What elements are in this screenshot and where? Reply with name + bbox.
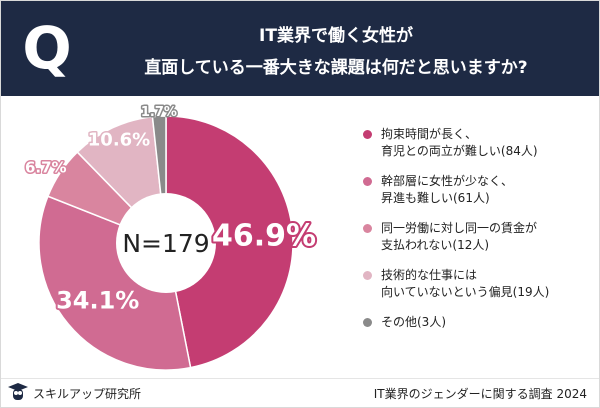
legend-swatch-icon xyxy=(363,271,372,280)
question-title-line-1: IT業界で働く女性が xyxy=(259,26,413,46)
legend-swatch-icon xyxy=(363,224,372,233)
footer-divider xyxy=(1,378,599,379)
legend-item: その他(3人) xyxy=(363,314,593,331)
legend-item: 技術的な仕事には向いていないという偏見(19人) xyxy=(363,267,593,301)
percent-label: 6.7% xyxy=(25,158,67,176)
percent-label: 1.7% xyxy=(141,105,177,120)
survey-footnote: IT業界のジェンダーに関する調査 2024 xyxy=(373,387,587,401)
percent-label: 34.1% xyxy=(56,287,139,315)
legend-label: 昇進も難しい(61人) xyxy=(381,191,490,205)
legend-label: 技術的な仕事には xyxy=(381,268,478,282)
percent-labels: 46.9% 34.1% 6.7% 10.6% 1.7% xyxy=(23,103,318,316)
legend-label: 育児との両立が難しい(84人) xyxy=(381,144,538,158)
question-title-line-2: 直面している一番大きな課題は何だと思いますか? xyxy=(144,58,528,78)
donut-hole xyxy=(116,193,216,293)
legend-label: 拘束時間が長く、 xyxy=(381,127,478,141)
legend-item: 同一労働に対し同一の賃金が 支払われない(12人) xyxy=(363,220,593,254)
question-header: Q IT業界で働く女性が 直面している一番大きな課題は何だと思いますか? xyxy=(1,1,599,96)
q-mark-icon: Q xyxy=(22,15,71,79)
percent-label: 10.6% xyxy=(88,130,150,151)
legend-label: 向いていないという偏見(19人) xyxy=(381,285,550,299)
legend-label: 幹部層に女性が少なく、 xyxy=(381,174,514,188)
legend-swatch-icon xyxy=(363,177,372,186)
legend-item: 拘束時間が長く、育児との両立が難しい(84人) xyxy=(363,126,593,160)
owl-logo-icon xyxy=(8,383,28,400)
legend-swatch-icon xyxy=(363,318,372,327)
legend: 拘束時間が長く、育児との両立が難しい(84人) 幹部層に女性が少なく、 昇進も難しい… xyxy=(363,126,593,344)
legend-swatch-icon xyxy=(363,130,372,139)
legend-item: 幹部層に女性が少なく、 昇進も難しい(61人) xyxy=(363,173,593,207)
percent-label: 46.9% xyxy=(212,218,316,253)
footer-brand: スキルアップ研究所 xyxy=(33,387,142,401)
legend-label: その他(3人) xyxy=(381,315,446,329)
svg-text:Q: Q xyxy=(22,15,71,79)
legend-label: 支払われない(12人) xyxy=(381,238,490,252)
legend-label: 同一労働に対し同一の賃金が xyxy=(381,221,538,235)
sample-size-label: N=179 xyxy=(122,229,209,258)
donut-slice xyxy=(165,115,294,369)
